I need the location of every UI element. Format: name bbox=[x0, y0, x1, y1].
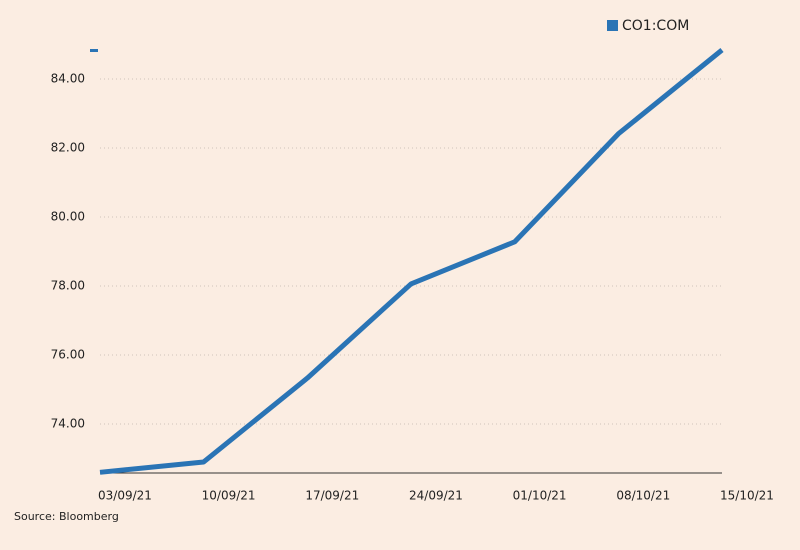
x-tick-label: 01/10/21 bbox=[513, 489, 567, 503]
y-tick-label: 74.00 bbox=[51, 417, 85, 431]
series-line bbox=[99, 48, 724, 475]
y-tick-label: 84.00 bbox=[51, 71, 85, 85]
y-tick-label: 80.00 bbox=[51, 209, 85, 223]
x-tick-label: 10/09/21 bbox=[202, 489, 256, 503]
legend-label: CO1:COM bbox=[622, 18, 689, 34]
x-tick-label: 08/10/21 bbox=[616, 489, 670, 503]
legend-swatch bbox=[607, 20, 618, 31]
axis-marker bbox=[90, 49, 98, 52]
y-tick-label: 82.00 bbox=[51, 140, 85, 154]
x-tick-label: 15/10/21 bbox=[720, 489, 774, 503]
y-tick-label: 76.00 bbox=[51, 348, 85, 362]
y-tick-label: 78.00 bbox=[51, 278, 85, 292]
x-tick-label: 03/09/21 bbox=[98, 489, 152, 503]
x-tick-label: 24/09/21 bbox=[409, 489, 463, 503]
x-tick-label: 17/09/21 bbox=[305, 489, 359, 503]
source-note: Source: Bloomberg bbox=[14, 510, 119, 523]
